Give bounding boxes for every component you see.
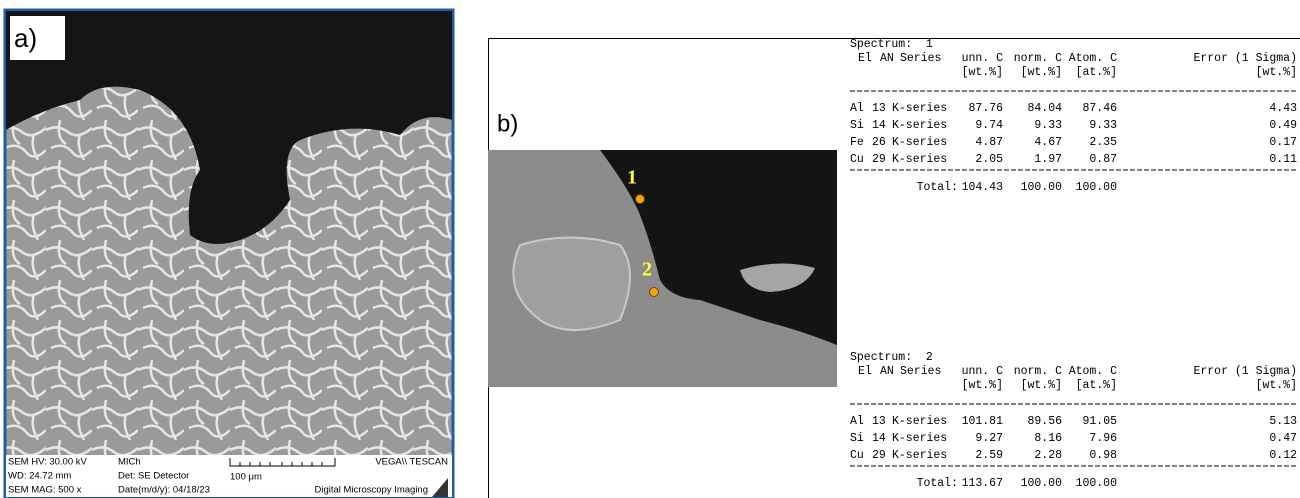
- info-text: Date(m/d/y): 04/18/23: [118, 485, 210, 496]
- table-cell: 26: [872, 136, 886, 149]
- table-cell: 89.56: [1027, 415, 1062, 428]
- footer: Digital Microscopy Imaging: [314, 485, 428, 496]
- table-cell: K-series: [892, 102, 947, 115]
- table-cell: 0.98: [1089, 449, 1117, 462]
- table-cell: K-series: [892, 432, 947, 445]
- table-cell: 13: [872, 415, 886, 428]
- table-cell: Al: [850, 102, 864, 115]
- info-text: Det: SE Detector: [118, 471, 189, 482]
- unit-label: [wt.%]: [1021, 379, 1062, 392]
- point-marker: [636, 195, 645, 204]
- table-cell: 4.67: [1034, 136, 1062, 149]
- column-header: norm. C: [1014, 365, 1062, 378]
- table-cell: 9.27: [975, 432, 1003, 445]
- table-cell: Al: [850, 415, 864, 428]
- panel-a: a) SEM HV: 30.00 kV WD: 24.72 mm SEM MAG…: [5, 10, 453, 498]
- table-cell: 0.49: [1269, 119, 1297, 132]
- unit-label: [wt.%]: [962, 379, 1003, 392]
- table-cell: K-series: [892, 136, 947, 149]
- table-cell: Cu: [850, 449, 864, 462]
- info-text: MICh: [118, 457, 141, 468]
- table-cell: Si: [850, 432, 864, 445]
- column-header: unn. C: [962, 52, 1004, 65]
- column-header: Series: [900, 52, 941, 65]
- column-header: El: [858, 365, 872, 378]
- table-cell: 29: [872, 449, 886, 462]
- column-header: AN: [880, 365, 894, 378]
- scale-label: 100 μm: [230, 472, 262, 483]
- table-cell: 84.04: [1027, 102, 1062, 115]
- unit-label: [wt.%]: [962, 66, 1003, 79]
- table-cell: 4.87: [975, 136, 1003, 149]
- brand: VEGA\\ TESCAN: [375, 457, 448, 468]
- unit-label: [at.%]: [1076, 379, 1117, 392]
- table-cell: 101.81: [962, 415, 1004, 428]
- column-header: Error (1 Sigma): [1193, 365, 1297, 378]
- table-cell: K-series: [892, 153, 947, 166]
- total-value: 100.00: [1076, 181, 1118, 194]
- table-cell: 5.13: [1269, 415, 1297, 428]
- column-header: unn. C: [962, 365, 1004, 378]
- panel-label: a): [14, 23, 37, 53]
- info-text: SEM MAG: 500 x: [8, 485, 82, 496]
- total-value: 113.67: [962, 477, 1003, 490]
- table-cell: K-series: [892, 119, 947, 132]
- table-cell: 91.05: [1082, 415, 1117, 428]
- table-cell: 0.87: [1089, 153, 1117, 166]
- unit-label: [wt.%]: [1021, 66, 1062, 79]
- table-cell: K-series: [892, 449, 947, 462]
- total-value: 104.43: [962, 181, 1004, 194]
- total-value: 100.00: [1076, 477, 1118, 490]
- table-cell: K-series: [892, 415, 947, 428]
- column-header: Atom. C: [1069, 52, 1117, 65]
- total-label: Total:: [917, 181, 958, 194]
- total-value: 100.00: [1021, 181, 1063, 194]
- column-header: AN: [880, 52, 894, 65]
- table-cell: Fe: [850, 136, 864, 149]
- table-cell: 87.76: [968, 102, 1003, 115]
- column-header: El: [858, 52, 872, 65]
- table-cell: 7.96: [1089, 432, 1117, 445]
- table-cell: 9.74: [975, 119, 1003, 132]
- table-cell: 2.59: [975, 449, 1003, 462]
- table-cell: 2.05: [975, 153, 1003, 166]
- point-label: 2: [642, 259, 652, 281]
- table-cell: 0.47: [1269, 432, 1297, 445]
- table-cell: 13: [872, 102, 886, 115]
- table-cell: 8.16: [1034, 432, 1062, 445]
- figure: a) SEM HV: 30.00 kV WD: 24.72 mm SEM MAG…: [0, 0, 1300, 498]
- column-header: norm. C: [1014, 52, 1062, 65]
- total-value: 100.00: [1021, 477, 1063, 490]
- info-text: SEM HV: 30.00 kV: [8, 457, 88, 468]
- info-text: WD: 24.72 mm: [8, 471, 71, 482]
- spectrum-title: Spectrum: 2: [850, 351, 933, 364]
- table-cell: Si: [850, 119, 864, 132]
- point-marker: [650, 288, 659, 297]
- table-cell: 2.28: [1034, 449, 1062, 462]
- table-cell: 9.33: [1034, 119, 1062, 132]
- table-cell: 2.35: [1089, 136, 1117, 149]
- table-cell: 1.97: [1034, 153, 1062, 166]
- table-cell: 14: [872, 119, 886, 132]
- unit-label: [at.%]: [1076, 66, 1117, 79]
- table-cell: 14: [872, 432, 886, 445]
- total-label: Total:: [917, 477, 958, 490]
- table-cell: 0.17: [1269, 136, 1297, 149]
- spectrum-title: Spectrum: 1: [850, 38, 933, 51]
- table-cell: 0.12: [1269, 449, 1297, 462]
- unit-label: [wt.%]: [1256, 66, 1297, 79]
- panel-label: b): [497, 110, 518, 137]
- table-cell: 87.46: [1082, 102, 1117, 115]
- table-cell: 0.11: [1269, 153, 1297, 166]
- table-cell: Cu: [850, 153, 864, 166]
- table-cell: 29: [872, 153, 886, 166]
- unit-label: [wt.%]: [1256, 379, 1297, 392]
- table-cell: 9.33: [1089, 119, 1117, 132]
- column-header: Error (1 Sigma): [1193, 52, 1297, 65]
- table-cell: 4.43: [1269, 102, 1297, 115]
- column-header: Series: [900, 365, 941, 378]
- point-label: 1: [627, 167, 637, 189]
- column-header: Atom. C: [1069, 365, 1117, 378]
